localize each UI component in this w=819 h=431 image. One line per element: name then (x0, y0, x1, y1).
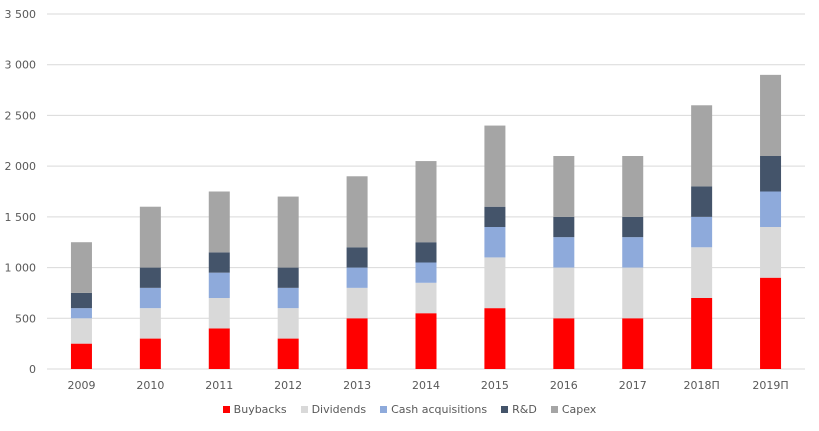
bar-segment-dividends (139, 308, 161, 339)
bar-segment-buybacks (691, 298, 713, 369)
bar-segment-cash-acquisitions (415, 262, 437, 283)
legend-swatch (222, 406, 230, 413)
bar-segment-cash-acquisitions (553, 237, 575, 268)
bar-segment-cash-acquisitions (208, 272, 230, 298)
bar-segment-buybacks (484, 308, 506, 369)
bar-segment-buybacks (415, 313, 437, 369)
bar-segment-buybacks (208, 328, 230, 369)
bar-segment-cash-acquisitions (691, 216, 713, 248)
bar-segment-capex (277, 196, 299, 268)
bar-segment-capex (346, 176, 368, 248)
x-tick-label: 2018П (684, 379, 720, 392)
bar-segment-r-d (691, 186, 713, 217)
bar-segment-capex (208, 191, 230, 253)
bar-segment-capex (484, 125, 506, 207)
legend-label: Cash acquisitions (391, 403, 488, 416)
y-tick-label: 500 (15, 312, 36, 325)
bar-segment-r-d (553, 216, 575, 238)
bar-segment-dividends (208, 298, 230, 329)
y-tick-label: 1 000 (5, 262, 37, 275)
x-tick-label: 2010 (136, 379, 164, 392)
bar-segment-buybacks (622, 318, 644, 369)
legend-item: Cash acquisitions (380, 403, 487, 416)
x-tick-label: 2009 (67, 379, 95, 392)
x-tick-label: 2013 (343, 379, 371, 392)
bar-segment-r-d (139, 267, 161, 288)
legend-swatch (300, 406, 308, 413)
y-tick-label: 0 (29, 363, 36, 376)
bar-segment-cash-acquisitions (760, 191, 782, 227)
legend-item: R&D (501, 403, 537, 416)
x-tick-label: 2019П (752, 379, 788, 392)
bar-segment-r-d (622, 216, 644, 238)
x-tick-label: 2016 (550, 379, 578, 392)
bar-segment-buybacks (70, 343, 92, 369)
bar-segment-dividends (346, 287, 368, 319)
y-tick-label: 1 500 (5, 211, 37, 224)
bar-segment-capex (553, 156, 575, 217)
legend-item: Dividends (300, 403, 367, 416)
y-tick-label: 2 500 (5, 109, 37, 122)
legend: Buybacks Dividends Cash acquisitions R&D Cap… (0, 403, 819, 416)
bar-segment-r-d (70, 292, 92, 309)
bar-segment-cash-acquisitions (277, 287, 299, 309)
bar-segment-cash-acquisitions (70, 308, 92, 319)
legend-label: Capex (561, 403, 597, 416)
bar-segment-cash-acquisitions (139, 287, 161, 309)
bar-segment-dividends (691, 247, 713, 298)
bar-segment-cash-acquisitions (484, 227, 506, 258)
legend-label: Buybacks (233, 403, 287, 416)
bar-segment-cash-acquisitions (622, 237, 644, 268)
bar-segment-r-d (346, 247, 368, 268)
bar-segment-cash-acquisitions (346, 267, 368, 288)
bar-segment-r-d (415, 242, 437, 263)
legend-swatch (380, 406, 388, 413)
legend-label: R&D (512, 403, 537, 416)
bar-segment-capex (760, 74, 782, 156)
y-tick-label: 3 000 (5, 59, 37, 72)
legend-swatch (501, 406, 509, 413)
bar-segment-r-d (484, 206, 506, 227)
y-tick-label: 3 500 (5, 8, 37, 21)
x-tick-label: 2015 (481, 379, 509, 392)
bar-segment-dividends (277, 308, 299, 339)
bar-segment-r-d (760, 156, 782, 192)
bar-segment-dividends (553, 267, 575, 319)
bar-segment-buybacks (346, 318, 368, 369)
bar-segment-buybacks (553, 318, 575, 369)
legend-label: Dividends (311, 403, 367, 416)
x-tick-label: 2011 (205, 379, 233, 392)
legend-item: Buybacks (222, 403, 287, 416)
bar-segment-capex (70, 242, 92, 293)
x-tick-label: 2014 (412, 379, 440, 392)
legend-item: Capex (550, 403, 597, 416)
bar-segment-r-d (208, 252, 230, 273)
x-tick-label: 2017 (619, 379, 647, 392)
bar-segment-dividends (760, 227, 782, 278)
bar-segment-buybacks (277, 338, 299, 369)
bar-segment-dividends (70, 318, 92, 344)
bar-segment-capex (622, 156, 644, 217)
bar-segment-buybacks (760, 277, 782, 369)
bar-segment-dividends (484, 257, 506, 309)
bar-segment-capex (691, 105, 713, 187)
bar-segment-buybacks (139, 338, 161, 369)
bar-segment-dividends (415, 282, 437, 314)
bar-segment-capex (139, 206, 161, 268)
bar-segment-dividends (622, 267, 644, 319)
bar-segment-r-d (277, 267, 299, 288)
x-tick-label: 2012 (274, 379, 302, 392)
y-tick-label: 2 000 (5, 160, 37, 173)
legend-swatch (550, 406, 558, 413)
bar-segment-capex (415, 161, 437, 243)
